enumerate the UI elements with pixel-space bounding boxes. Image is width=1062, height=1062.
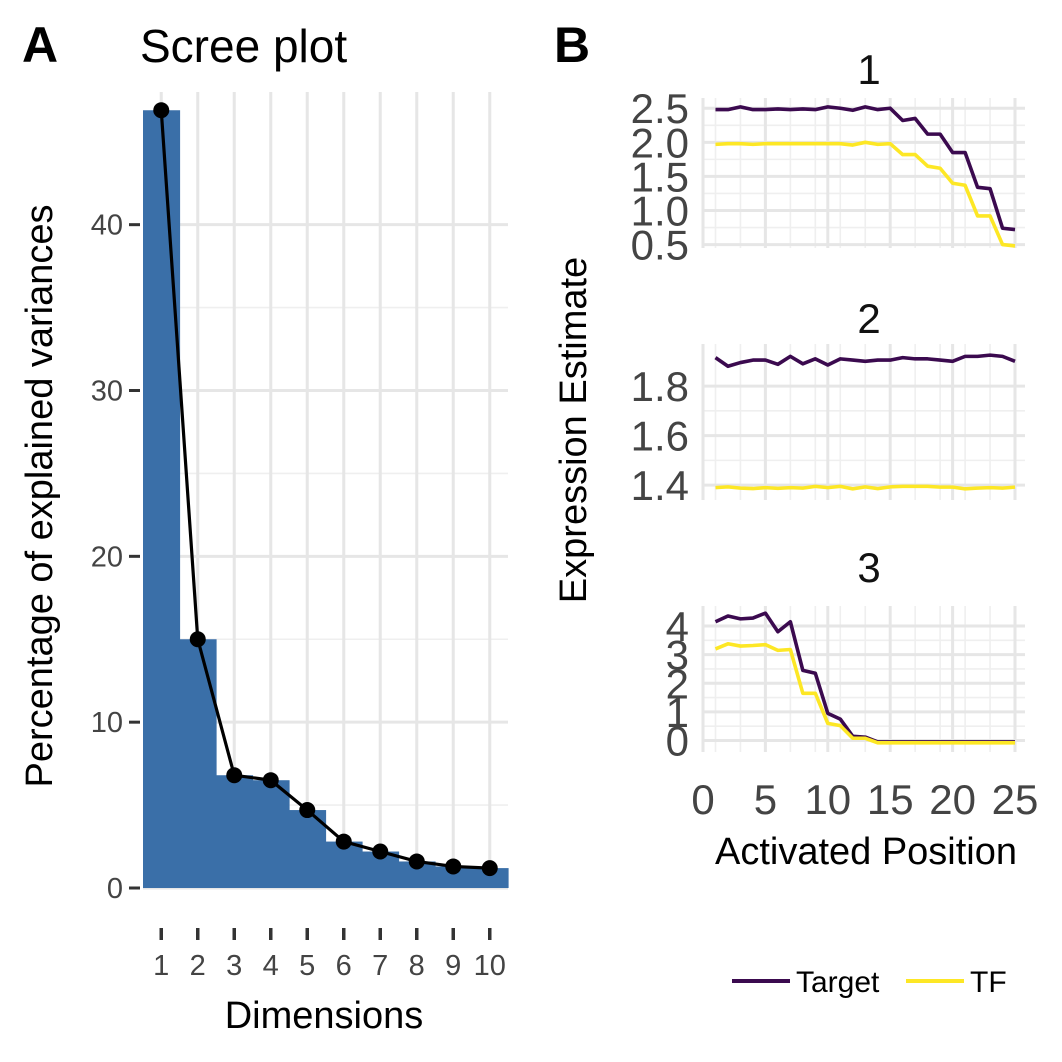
panel-b-x-axis-label: Activated Position: [715, 831, 1017, 873]
bar: [179, 639, 217, 888]
y-tick-label: 1.6: [631, 413, 689, 460]
legend-label: TF: [970, 966, 1007, 999]
y-tick-label: 2.0: [631, 119, 689, 166]
y-tick-label: 0: [107, 873, 123, 905]
bar: [435, 866, 473, 888]
bar: [143, 110, 181, 888]
bar: [471, 868, 509, 888]
x-tick-label: 20: [929, 776, 976, 823]
series-line-tf: [715, 140, 1016, 248]
variance-line: [159, 110, 490, 870]
y-tick-label: 2.5: [631, 85, 689, 132]
variance-point: [189, 631, 206, 648]
variance-point: [262, 772, 279, 789]
y-tick-label: 0.5: [631, 222, 689, 269]
panel-a-letter: A: [22, 17, 58, 73]
bar: [216, 775, 254, 888]
y-tick-label: 1.8: [631, 363, 689, 410]
y-tick-label: 30: [91, 376, 123, 408]
x-tick-label: 9: [445, 950, 461, 982]
panel-b-x-axis: 0 5 10 15 20 25: [691, 776, 1038, 823]
x-tick-label: 10: [804, 776, 851, 823]
panel-a-line: [153, 102, 498, 877]
y-tick-label: 0: [666, 718, 689, 765]
panel-b-letter: B: [554, 17, 590, 73]
x-tick-label: 10: [474, 950, 506, 982]
y-tick-label: 1.5: [631, 153, 689, 200]
y-tick-label: 10: [91, 707, 123, 739]
series-line-tf: [715, 484, 1016, 491]
x-tick-label: 15: [867, 776, 914, 823]
panel-b-y-axis-label: Expression Estimate: [553, 257, 595, 603]
x-tick-label: 1: [153, 950, 169, 982]
x-tick-label: 5: [299, 950, 315, 982]
variance-point: [481, 860, 498, 877]
panel-a-axes: 0 10 20 30 40 1 2 3 4 5 6 7 8 9 10: [91, 210, 506, 982]
legend: Target TF: [732, 966, 1007, 999]
facet-2: 2 1.41.61.8: [631, 295, 1025, 509]
facet-title: 2: [857, 295, 880, 342]
x-tick-label: 4: [263, 950, 279, 982]
x-tick-label: 25: [992, 776, 1039, 823]
variance-point: [372, 843, 389, 860]
x-tick-label: 2: [190, 950, 206, 982]
legend-item-target: Target: [732, 966, 880, 999]
x-tick-label: 5: [754, 776, 777, 823]
variance-point: [408, 853, 425, 870]
x-tick-label: 0: [691, 776, 714, 823]
x-tick-label: 8: [409, 950, 425, 982]
bar: [252, 780, 290, 888]
series-line-target: [714, 353, 1016, 369]
facet-title: 3: [857, 544, 880, 591]
series-line-target: [715, 105, 1016, 232]
variance-point: [335, 833, 352, 850]
legend-label: Target: [796, 966, 880, 999]
y-tick-label: 20: [91, 541, 123, 573]
variance-point: [299, 802, 316, 819]
x-tick-label: 6: [336, 950, 352, 982]
panel-a-bars: [143, 110, 509, 888]
y-tick-label: 4: [666, 603, 689, 650]
y-tick-label: 2: [666, 660, 689, 707]
y-tick-label: 1.0: [631, 188, 689, 235]
facet-1: 1 0.51.01.52.02.5: [631, 46, 1025, 269]
y-tick-label: 3: [666, 632, 689, 679]
legend-item-tf: TF: [906, 966, 1007, 999]
x-tick-label: 3: [226, 950, 242, 982]
panel-a-x-axis-label: Dimensions: [225, 995, 424, 1037]
scree-plot-title: Scree plot: [140, 20, 347, 72]
variance-point: [153, 102, 170, 119]
variance-point: [226, 767, 243, 784]
panel-a-y-axis-label: Percentage of explained variances: [19, 204, 61, 787]
series-line-tf: [714, 641, 1016, 745]
facet-title: 1: [857, 46, 880, 93]
variance-point: [445, 858, 462, 875]
y-tick-label: 1: [666, 689, 689, 736]
x-tick-label: 7: [372, 950, 388, 982]
y-tick-label: 40: [91, 210, 123, 242]
y-tick-label: 1.4: [631, 462, 689, 509]
